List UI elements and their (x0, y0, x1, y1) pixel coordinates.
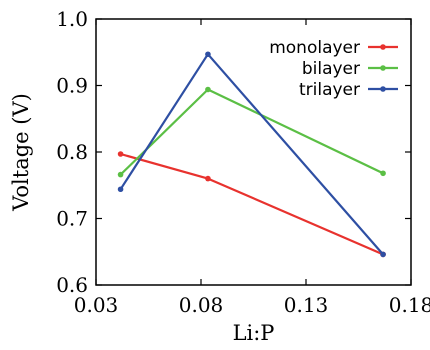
legend-label: bilayer (302, 59, 360, 79)
data-point-bilayer (380, 170, 386, 177)
legend-item-trilayer: trilayer (299, 80, 398, 100)
data-point-trilayer (380, 251, 386, 258)
ticks-layer: 0.6 0.7 0.8 0.9 1.0 0.03 0.08 0.13 0.18 (56, 7, 430, 317)
legend-label: trilayer (299, 80, 360, 100)
x-tick-label: 0.03 (74, 293, 119, 317)
y-tick-label: 0.9 (56, 74, 88, 98)
y-tick-label: 0.7 (56, 207, 88, 231)
legend-marker-trilayer (380, 86, 386, 92)
series-bilayer (117, 86, 386, 178)
data-point-monolayer (205, 175, 211, 182)
legend-marker-monolayer (380, 44, 386, 50)
y-axis-label: Voltage (V) (9, 93, 33, 212)
series-line-monolayer (120, 152, 384, 256)
x-axis-label: Li:P (233, 321, 275, 345)
legend-marker-bilayer (380, 65, 386, 71)
series-monolayer (117, 151, 386, 258)
series-layer (117, 51, 386, 258)
legend-label: monolayer (269, 38, 360, 58)
data-point-trilayer (205, 51, 211, 58)
x-tick-label: 0.13 (284, 293, 329, 317)
x-tick-label: 0.18 (389, 293, 430, 317)
legend-item-monolayer: monolayer (269, 38, 398, 58)
data-point-trilayer (117, 186, 124, 193)
data-point-bilayer (117, 171, 124, 178)
legend-item-bilayer: bilayer (302, 59, 398, 79)
series-trilayer (117, 51, 386, 258)
data-point-bilayer (205, 86, 211, 93)
y-tick-label: 1.0 (56, 7, 88, 31)
x-tick-label: 0.08 (179, 293, 224, 317)
series-line-bilayer (119, 88, 384, 176)
y-tick-label: 0.8 (56, 140, 88, 164)
y-tick-label: 0.6 (56, 273, 88, 297)
data-point-monolayer (117, 151, 124, 157)
